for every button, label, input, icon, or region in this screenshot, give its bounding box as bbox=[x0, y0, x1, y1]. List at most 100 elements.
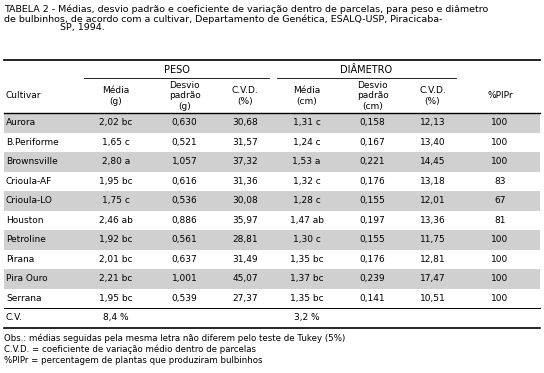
Text: 100: 100 bbox=[491, 235, 509, 244]
Text: 1,47 ab: 1,47 ab bbox=[289, 216, 324, 225]
Text: 0,197: 0,197 bbox=[360, 216, 385, 225]
Text: 0,536: 0,536 bbox=[171, 196, 197, 205]
Text: 0,637: 0,637 bbox=[171, 255, 197, 264]
Text: 28,81: 28,81 bbox=[232, 235, 258, 244]
Text: 30,68: 30,68 bbox=[232, 118, 258, 127]
Text: 0,176: 0,176 bbox=[360, 255, 385, 264]
Text: Cultivar: Cultivar bbox=[6, 91, 41, 100]
Text: 0,158: 0,158 bbox=[360, 118, 385, 127]
Text: Aurora: Aurora bbox=[6, 118, 36, 127]
Text: 2,02 bc: 2,02 bc bbox=[100, 118, 133, 127]
Text: B.Periforme: B.Periforme bbox=[6, 138, 59, 147]
Text: 0,167: 0,167 bbox=[360, 138, 385, 147]
Text: 0,155: 0,155 bbox=[360, 196, 385, 205]
Text: 12,13: 12,13 bbox=[419, 118, 446, 127]
Text: 1,35 bc: 1,35 bc bbox=[290, 294, 323, 303]
Text: DIÂMETRO: DIÂMETRO bbox=[341, 65, 393, 75]
Text: Petroline: Petroline bbox=[6, 235, 46, 244]
Text: 13,36: 13,36 bbox=[419, 216, 446, 225]
Text: Obs.: médias seguidas pela mesma letra não diferem pelo teste de Tukey (5%): Obs.: médias seguidas pela mesma letra n… bbox=[4, 333, 345, 343]
Text: 81: 81 bbox=[494, 216, 506, 225]
Text: 100: 100 bbox=[491, 255, 509, 264]
Text: Desvio
padrão
(cm): Desvio padrão (cm) bbox=[357, 81, 388, 111]
Text: 2,46 ab: 2,46 ab bbox=[99, 216, 133, 225]
Text: 30,08: 30,08 bbox=[232, 196, 258, 205]
Text: 1,35 bc: 1,35 bc bbox=[290, 255, 323, 264]
Text: 31,57: 31,57 bbox=[232, 138, 258, 147]
Text: Pira Ouro: Pira Ouro bbox=[6, 274, 48, 283]
Text: 2,21 bc: 2,21 bc bbox=[100, 274, 133, 283]
Text: 1,24 c: 1,24 c bbox=[293, 138, 320, 147]
Text: 1,001: 1,001 bbox=[171, 274, 197, 283]
Text: 0,221: 0,221 bbox=[360, 157, 385, 166]
Text: C.V.: C.V. bbox=[6, 313, 23, 322]
Text: 0,630: 0,630 bbox=[171, 118, 197, 127]
Text: 37,32: 37,32 bbox=[232, 157, 258, 166]
Text: 100: 100 bbox=[491, 294, 509, 303]
Text: 10,51: 10,51 bbox=[419, 294, 446, 303]
Bar bbox=[4, 113, 540, 132]
Text: 0,561: 0,561 bbox=[171, 235, 197, 244]
Text: 100: 100 bbox=[491, 138, 509, 147]
Text: 1,75 c: 1,75 c bbox=[102, 196, 130, 205]
Text: Crioula-AF: Crioula-AF bbox=[6, 177, 52, 186]
Text: 1,31 c: 1,31 c bbox=[293, 118, 320, 127]
Text: de bulbinhos, de acordo com a cultivar, Departamento de Genética, ESALQ-USP, Pir: de bulbinhos, de acordo com a cultivar, … bbox=[4, 14, 442, 23]
Text: 14,45: 14,45 bbox=[420, 157, 445, 166]
Text: Desvio
padrão
(g): Desvio padrão (g) bbox=[169, 81, 200, 111]
Text: %PIPr = percentagem de plantas que produziram bulbinhos: %PIPr = percentagem de plantas que produ… bbox=[4, 356, 263, 365]
Text: Brownsville: Brownsville bbox=[6, 157, 58, 166]
Text: 0,176: 0,176 bbox=[360, 177, 385, 186]
Bar bbox=[4, 152, 540, 172]
Text: 8,4 %: 8,4 % bbox=[103, 313, 129, 322]
Text: %PIPr: %PIPr bbox=[487, 91, 513, 100]
Text: 3,2 %: 3,2 % bbox=[294, 313, 319, 322]
Bar bbox=[4, 230, 540, 250]
Text: 100: 100 bbox=[491, 274, 509, 283]
Text: 1,92 bc: 1,92 bc bbox=[99, 235, 133, 244]
Text: 13,18: 13,18 bbox=[419, 177, 446, 186]
Text: Média
(g): Média (g) bbox=[102, 86, 129, 106]
Text: SP, 1994.: SP, 1994. bbox=[60, 23, 105, 32]
Text: C.V.D. = coeficiente de variação médio dentro de parcelas: C.V.D. = coeficiente de variação médio d… bbox=[4, 345, 256, 354]
Text: C.V.D.
(%): C.V.D. (%) bbox=[232, 86, 258, 106]
Text: 83: 83 bbox=[494, 177, 506, 186]
Text: 1,53 a: 1,53 a bbox=[292, 157, 320, 166]
Text: C.V.D.
(%): C.V.D. (%) bbox=[419, 86, 446, 106]
Text: 1,65 c: 1,65 c bbox=[102, 138, 130, 147]
Text: 100: 100 bbox=[491, 118, 509, 127]
Text: 0,616: 0,616 bbox=[171, 177, 197, 186]
Text: Houston: Houston bbox=[6, 216, 44, 225]
Text: 31,36: 31,36 bbox=[232, 177, 258, 186]
Text: 17,47: 17,47 bbox=[419, 274, 446, 283]
Text: 0,539: 0,539 bbox=[171, 294, 197, 303]
Text: 100: 100 bbox=[491, 157, 509, 166]
Text: 1,057: 1,057 bbox=[171, 157, 197, 166]
Text: PESO: PESO bbox=[164, 65, 189, 75]
Text: 1,95 bc: 1,95 bc bbox=[99, 294, 133, 303]
Text: Média
(cm): Média (cm) bbox=[293, 86, 320, 106]
Text: 31,49: 31,49 bbox=[232, 255, 258, 264]
Text: TABELA 2 - Médias, desvio padrão e coeficiente de variação dentro de parcelas, p: TABELA 2 - Médias, desvio padrão e coefi… bbox=[4, 5, 489, 15]
Text: 0,141: 0,141 bbox=[360, 294, 385, 303]
Text: 2,80 a: 2,80 a bbox=[102, 157, 130, 166]
Bar bbox=[4, 269, 540, 288]
Text: 1,95 bc: 1,95 bc bbox=[99, 177, 133, 186]
Text: 12,81: 12,81 bbox=[419, 255, 446, 264]
Text: 0,886: 0,886 bbox=[171, 216, 197, 225]
Text: 0,521: 0,521 bbox=[172, 138, 197, 147]
Text: Serrana: Serrana bbox=[6, 294, 41, 303]
Text: 12,01: 12,01 bbox=[419, 196, 446, 205]
Text: 1,32 c: 1,32 c bbox=[293, 177, 320, 186]
Text: 2,01 bc: 2,01 bc bbox=[99, 255, 133, 264]
Text: 0,239: 0,239 bbox=[360, 274, 385, 283]
Text: Crioula-LO: Crioula-LO bbox=[6, 196, 53, 205]
Bar bbox=[4, 191, 540, 210]
Text: 1,28 c: 1,28 c bbox=[293, 196, 320, 205]
Text: 11,75: 11,75 bbox=[419, 235, 446, 244]
Text: 35,97: 35,97 bbox=[232, 216, 258, 225]
Text: 1,37 bc: 1,37 bc bbox=[290, 274, 323, 283]
Text: Pirana: Pirana bbox=[6, 255, 34, 264]
Text: 1,30 c: 1,30 c bbox=[293, 235, 320, 244]
Text: 67: 67 bbox=[494, 196, 506, 205]
